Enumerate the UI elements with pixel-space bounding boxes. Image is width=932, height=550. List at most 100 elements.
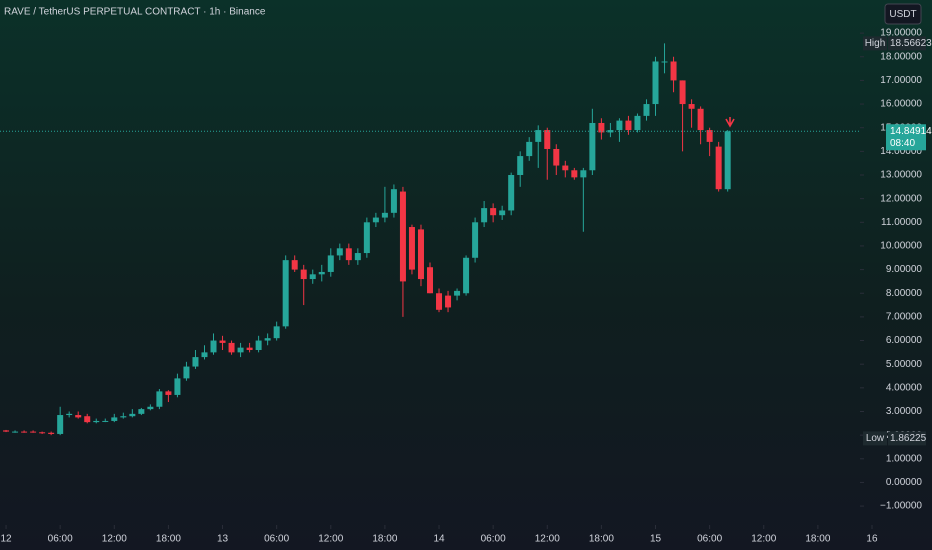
candle-body	[372, 217, 379, 223]
x-tick-label: 18:00	[372, 534, 397, 545]
chart-title: RAVE / TetherUS PERPETUAL CONTRACT · 1h …	[4, 7, 266, 18]
candle-body	[517, 156, 524, 175]
candle-body	[300, 269, 307, 280]
candle-body	[688, 104, 695, 109]
currency-button[interactable]	[884, 3, 922, 25]
candle-body	[399, 191, 406, 282]
candle-body	[327, 255, 334, 272]
candle-body	[120, 416, 127, 418]
candle-body	[192, 357, 199, 367]
candle-body	[291, 260, 298, 270]
candle-body	[715, 146, 722, 190]
y-tick-label: 7.00000	[886, 312, 923, 323]
y-tick-label: 18.00000	[880, 51, 922, 62]
candle-body	[697, 108, 704, 131]
candle-body	[273, 326, 280, 339]
candle-body	[219, 340, 226, 343]
candle-body	[544, 130, 551, 149]
candle-body	[562, 165, 569, 171]
candle-body	[598, 122, 605, 133]
y-tick-label: 14.00000	[880, 146, 922, 157]
candle-body	[57, 415, 64, 434]
currency-label[interactable]: USDT	[889, 9, 916, 20]
y-tick-label: 13.00000	[880, 170, 922, 181]
candle-body	[571, 170, 578, 178]
x-tick-label: 12:00	[535, 534, 560, 545]
y-tick-label: 5.00000	[886, 359, 923, 370]
candle-body	[228, 342, 235, 353]
candle-body	[282, 260, 289, 327]
x-tick-label: 12:00	[751, 534, 776, 545]
candle-body	[408, 227, 415, 270]
candle-body	[255, 340, 262, 350]
candle-body	[183, 366, 190, 379]
candle-body	[508, 175, 515, 211]
candle-body	[12, 431, 19, 433]
y-tick-label: −1.00000	[880, 501, 922, 512]
candle-body	[427, 267, 433, 294]
marker-name: High	[865, 38, 886, 49]
candle-body	[138, 409, 145, 414]
candle-body	[345, 248, 352, 261]
marker-box	[888, 431, 926, 446]
candle-body	[724, 131, 731, 190]
candle-body	[417, 229, 424, 280]
marker-box	[888, 36, 926, 51]
x-tick-label: 16	[866, 534, 878, 545]
candle-body	[111, 417, 118, 421]
candle-body	[3, 430, 10, 432]
x-tick-label: 18:00	[156, 534, 181, 545]
x-tick-label: 06:00	[697, 534, 722, 545]
candle-body	[237, 347, 244, 353]
candle-body	[553, 148, 560, 166]
x-tick-label: 06:00	[264, 534, 289, 545]
candle-body	[481, 208, 488, 223]
y-tick-label: 11.00000	[881, 217, 922, 228]
candle-body	[129, 413, 136, 417]
candle-body	[652, 61, 659, 105]
candle-body	[75, 415, 82, 418]
candle-body	[454, 290, 461, 296]
y-tick-label: 9.00000	[886, 264, 923, 275]
y-tick-label: 6.00000	[886, 335, 923, 346]
y-tick-label: 17.00000	[880, 75, 922, 86]
candle-body	[634, 115, 641, 131]
candle-body	[147, 406, 154, 410]
candle-body	[201, 352, 208, 358]
candle-body	[616, 120, 623, 131]
candle-body	[535, 130, 542, 142]
candle-body	[156, 391, 163, 407]
candle-body	[679, 80, 686, 105]
candle-body	[21, 431, 28, 433]
last-price-label: 14.84914	[890, 126, 932, 137]
candle-body	[354, 253, 361, 261]
y-tick-label: 1.00000	[886, 453, 923, 464]
x-tick-label: 18:00	[589, 534, 614, 545]
x-tick-label: 06:00	[48, 534, 73, 545]
y-tick-label: 0.00000	[886, 477, 923, 488]
candle-body	[30, 431, 37, 433]
candle-body	[463, 257, 470, 294]
signal-arrow	[725, 117, 735, 128]
candle-body	[84, 416, 91, 423]
countdown: 08:40	[890, 138, 915, 149]
x-tick-label: 14	[433, 534, 445, 545]
candle-body	[526, 141, 533, 157]
marker-tag	[863, 431, 887, 446]
x-tick-label: 12:00	[318, 534, 343, 545]
y-tick-label: 12.00000	[880, 193, 922, 204]
candle-body	[643, 104, 650, 116]
x-tick-label: 18:00	[805, 534, 830, 545]
x-tick-label: 12	[0, 534, 12, 545]
y-tick-label: 16.00000	[880, 99, 922, 110]
candle-body	[625, 120, 632, 131]
x-tick-label: 06:00	[481, 534, 506, 545]
marker-value: 18.56623	[890, 38, 932, 49]
candle-body	[102, 420, 109, 422]
x-tick-label: 13	[217, 534, 229, 545]
y-tick-label: 10.00000	[880, 241, 922, 252]
candle-body	[246, 347, 253, 350]
candle-body	[436, 293, 443, 310]
candle-body	[318, 271, 325, 275]
last-price-box	[886, 124, 926, 151]
